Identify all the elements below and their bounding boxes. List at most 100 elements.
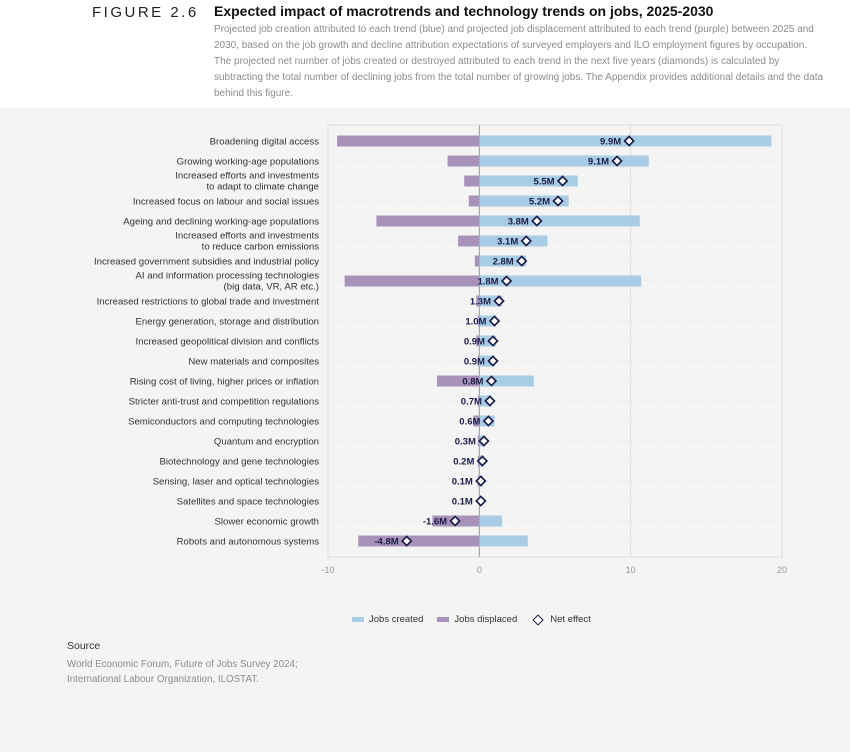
net-value-label: 2.8M <box>493 257 514 268</box>
bar-jobs-displaced <box>473 415 480 427</box>
category-label: New materials and composites <box>188 357 319 368</box>
bar-jobs-displaced <box>476 295 480 307</box>
net-effect-diamond <box>552 195 564 207</box>
net-effect-diamond <box>611 155 623 167</box>
category-label: Semiconductors and computing technologie… <box>128 417 319 428</box>
category-label: Biotechnology and gene technologies <box>160 457 320 468</box>
bar-jobs-displaced <box>477 355 480 367</box>
net-effect-diamond <box>520 235 532 247</box>
description-line: behind this figure. <box>214 88 293 99</box>
description-line: Projected job creation attributed to eac… <box>214 24 814 35</box>
chart-panel <box>0 108 850 752</box>
net-effect-diamond <box>515 255 528 267</box>
x-tick-label: -10 <box>321 565 334 575</box>
net-effect-diamond <box>449 515 461 527</box>
net-value-label: 1.0M <box>465 317 486 328</box>
diamond-icon <box>532 613 544 626</box>
net-value-label: 1.3M <box>470 297 491 308</box>
net-value-label: 5.5M <box>533 177 554 188</box>
description-line: subtracting the total number of declinin… <box>214 72 824 83</box>
displaced-swatch <box>437 617 450 622</box>
net-value-label: 1.8M <box>477 277 498 288</box>
x-tick-label: 10 <box>626 565 636 575</box>
net-effect-diamond <box>484 395 496 407</box>
bar-jobs-displaced <box>337 135 480 147</box>
category-label: Rising cost of living, higher prices or … <box>130 377 319 388</box>
legend: Jobs created Jobs displaced Net effect <box>352 613 591 626</box>
category-label: Stricter anti-trust and competition regu… <box>129 397 320 408</box>
bar-jobs-displaced <box>464 175 480 187</box>
bar-jobs-created <box>479 315 496 327</box>
bar-jobs-displaced <box>477 395 480 407</box>
plot-area <box>327 124 783 558</box>
category-label: Increased restrictions to global trade a… <box>97 297 320 308</box>
net-effect-diamond <box>400 535 413 547</box>
legend-label: Net effect <box>550 614 591 625</box>
category-label: Broadening digital access <box>210 137 320 148</box>
bar-jobs-created <box>479 295 503 307</box>
bar-jobs-created <box>479 275 642 287</box>
net-value-label: 0.9M <box>464 357 485 368</box>
bar-jobs-displaced <box>458 235 480 247</box>
bar-jobs-created <box>479 535 528 547</box>
net-effect-diamond <box>488 315 501 327</box>
category-label: Energy generation, storage and distribut… <box>136 317 319 328</box>
net-value-label: 3.1M <box>497 237 518 248</box>
category-label: Increased focus on labour and social iss… <box>133 197 319 208</box>
category-label: Sensing, laser and optical technologies <box>153 477 320 488</box>
net-value-label: 3.8M <box>508 217 529 228</box>
bar-jobs-created <box>479 175 578 187</box>
bar-jobs-displaced <box>376 215 480 227</box>
net-effect-diamond <box>487 335 499 347</box>
chart-title: Expected impact of macrotrends and techn… <box>214 3 714 19</box>
net-effect-diamond <box>476 455 489 467</box>
category-label: Satellites and space technologies <box>177 497 320 508</box>
bar-chart: -10 0 10 20 Broadening digital access Growing… <box>94 124 787 575</box>
description-line: The projected net number of jobs created… <box>214 56 780 67</box>
category-label: Increased geopolitical division and conf… <box>136 337 320 348</box>
category-label: Quantum and encryption <box>214 437 319 448</box>
figure-number: FIGURE 2.6 <box>92 4 199 21</box>
net-value-label: 9.1M <box>588 157 609 168</box>
bar-jobs-created <box>479 355 495 367</box>
net-value-label: 0.1M <box>452 477 473 488</box>
net-value-label: 0.3M <box>455 437 476 448</box>
net-effect-diamond <box>556 175 569 187</box>
net-value-label: 0.7M <box>461 397 482 408</box>
net-effect-diamond <box>493 295 505 307</box>
net-value-label: 0.1M <box>452 497 473 508</box>
description-line: 2030, based on the job growth and declin… <box>214 40 808 51</box>
bar-jobs-created <box>479 195 569 207</box>
category-label: Increased government subsidies and indus… <box>94 257 319 268</box>
legend-label: Jobs displaced <box>454 614 518 625</box>
net-value-label: 0.8M <box>462 377 483 388</box>
net-value-label: 0.9M <box>464 337 485 348</box>
legend-item-net: Net effect <box>531 613 591 626</box>
net-effect-diamond <box>485 375 498 387</box>
net-effect-diamond <box>487 355 499 367</box>
bar-jobs-displaced <box>447 155 480 167</box>
legend-item-displaced: Jobs displaced <box>437 614 517 625</box>
bar-jobs-displaced <box>474 255 480 267</box>
net-effect-diamond <box>478 435 490 447</box>
bar-jobs-created <box>479 155 649 167</box>
net-value-label: -4.8M <box>374 537 398 548</box>
category-label: Increased efforts and investments to redu… <box>175 231 319 253</box>
bar-jobs-displaced <box>477 315 480 327</box>
net-value-label: 0.6M <box>459 417 480 428</box>
bar-jobs-displaced <box>344 275 480 287</box>
net-effect-diamond <box>475 495 487 507</box>
bar-jobs-created <box>479 255 527 267</box>
category-label: Growing working-age populations <box>177 157 320 168</box>
bar-jobs-created <box>479 515 503 527</box>
bar-jobs-displaced <box>358 535 480 547</box>
legend-label: Jobs created <box>369 614 424 625</box>
bar-jobs-displaced <box>436 375 480 387</box>
net-value-label: 9.9M <box>600 137 621 148</box>
bar-jobs-created <box>479 215 640 227</box>
source-heading: Source <box>67 640 101 652</box>
net-effect-diamond <box>475 475 487 487</box>
legend-item-created: Jobs created <box>352 614 423 625</box>
category-label: Robots and autonomous systems <box>177 537 320 548</box>
source-line: World Economic Forum, Future of Jobs Sur… <box>67 659 298 670</box>
